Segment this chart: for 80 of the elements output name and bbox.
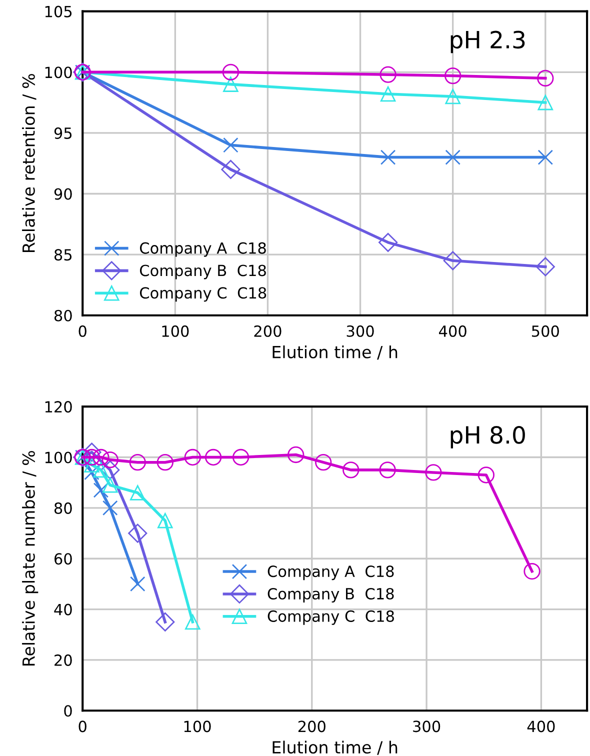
x-tick-label: 100 [184, 720, 211, 732]
point [92, 448, 110, 466]
point [342, 462, 360, 478]
point [379, 462, 396, 478]
point [524, 562, 540, 580]
y-tick-label: 90 [54, 188, 72, 200]
x-tick-label: 0 [78, 720, 86, 732]
point [380, 86, 396, 102]
legend-label: Company A C18 [140, 242, 266, 257]
point [185, 614, 200, 630]
point [538, 94, 554, 110]
point [443, 251, 462, 270]
point [222, 64, 240, 80]
point [288, 446, 304, 464]
legend-label: Company C C18 [268, 610, 394, 625]
point [93, 462, 109, 478]
point [445, 150, 460, 165]
y-tick-label: 40 [54, 604, 72, 616]
point [537, 70, 554, 87]
legend-label: Company B C18 [140, 264, 266, 280]
point [93, 482, 109, 498]
point [82, 442, 102, 462]
point [102, 478, 118, 493]
y-tick-label: 80 [54, 310, 72, 322]
annotation: pH 2.3 [450, 30, 525, 54]
x-tick-label: 300 [346, 325, 374, 337]
y-tick-label: 95 [54, 127, 72, 139]
point [380, 66, 396, 83]
point [223, 137, 238, 153]
point [538, 150, 554, 165]
x-tick-label: 500 [532, 325, 559, 337]
point [129, 454, 146, 471]
point [128, 524, 148, 543]
x-tick-label: 0 [78, 325, 86, 337]
point [315, 454, 332, 471]
y-axis-title: Relative plate number / % [22, 450, 38, 666]
point [102, 500, 118, 516]
point [83, 448, 100, 466]
point [204, 448, 222, 466]
y-tick-label: 120 [45, 401, 72, 413]
point [445, 88, 460, 104]
point [156, 454, 174, 471]
y-tick-label: 20 [54, 654, 72, 666]
point [130, 576, 146, 592]
point [221, 160, 240, 179]
annotation: pH 8.0 [450, 426, 525, 448]
x-tick-label: 100 [162, 325, 189, 337]
point [102, 451, 118, 468]
point [158, 512, 173, 528]
legend-label: Company A C18 [268, 566, 394, 580]
point [378, 232, 398, 252]
point [223, 76, 238, 92]
y-tick-label: 0 [64, 705, 72, 717]
point [444, 67, 462, 84]
y-tick-label: 100 [45, 66, 72, 78]
point [478, 466, 494, 484]
legend-label: Company C C18 [140, 287, 266, 302]
point [536, 257, 555, 276]
y-axis-title: Relative retention / % [22, 74, 36, 252]
x-tick-label: 200 [298, 720, 326, 732]
point [425, 464, 442, 481]
x-tick-label: 200 [254, 325, 282, 337]
point [232, 448, 250, 466]
point [100, 460, 120, 480]
y-tick-label: 100 [45, 452, 72, 464]
x-tick-label: 300 [413, 720, 440, 732]
x-axis-title: Elution time / h [272, 740, 398, 755]
x-tick-label: 400 [527, 720, 555, 732]
x-tick-label: 400 [439, 325, 466, 337]
y-tick-label: 60 [54, 553, 72, 565]
point [84, 457, 100, 473]
y-tick-label: 80 [54, 502, 72, 514]
point [156, 612, 175, 632]
point [184, 448, 201, 466]
y-tick-label: 85 [54, 249, 72, 261]
point [380, 150, 396, 165]
legend-label: Company B C18 [268, 588, 394, 602]
point [130, 485, 146, 500]
y-tick-label: 105 [45, 6, 72, 18]
x-axis-title: Elution time / h [272, 345, 398, 360]
